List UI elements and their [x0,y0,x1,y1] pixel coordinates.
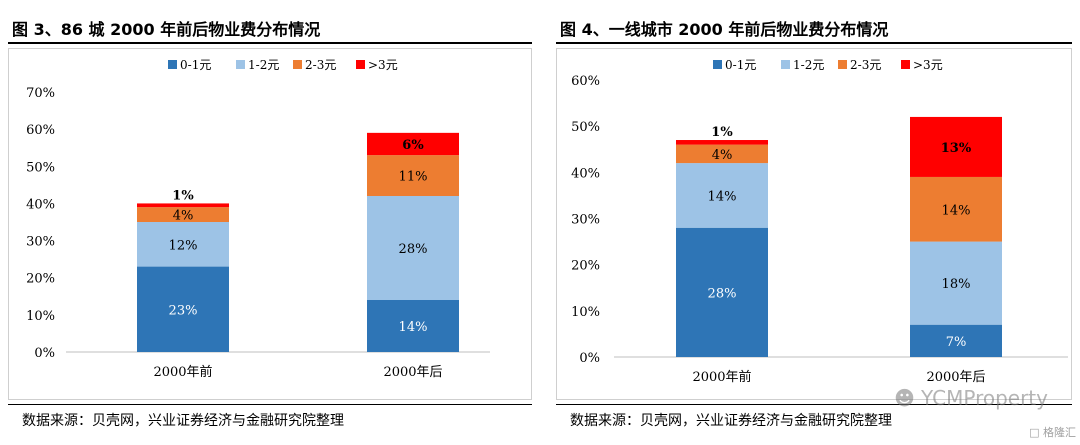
figure-panel-3: 图 3、86 城 2000 年前后物业费分布情况 0-1元 1-2元 2-3元 >3元… [8,20,532,429]
legend-label: >3元 [913,58,943,72]
legend-swatch [781,60,790,69]
stacked-bar-chart-tier1-cities: 0-1元 1-2元 2-3元 >3元 0% 10% 20% 30% 40% 50% 60% 28% 14… [571,58,1068,385]
figure-title: 图 4、一线城市 2000 年前后物业费分布情况 [560,20,889,39]
bar-segment [367,196,459,300]
bar-segment [910,241,1002,325]
y-tick-label: 10% [571,305,600,320]
chart-frame [556,48,1072,400]
title-divider [8,42,532,44]
x-category-label: 2000年前 [153,364,212,380]
source-note: 数据来源：贝壳网，兴业证券经济与金融研究院整理 [22,413,344,429]
x-category-label: 2000年后 [926,370,985,385]
data-label: 18% [942,277,971,292]
data-label: 11% [399,170,428,185]
bar-segment [367,132,459,156]
data-label: 13% [941,141,972,156]
legend-label: 1-2元 [248,58,279,72]
corner-logo-text: 格隆汇 [1043,426,1076,439]
y-tick-label: 20% [571,259,600,274]
y-tick-label: 10% [26,309,55,324]
data-label: 14% [708,189,737,204]
bar-segment [367,155,459,196]
legend-label: 0-1元 [180,58,211,72]
stacked-bar-chart-86-cities: 0-1元 1-2元 2-3元 >3元 0% 10% 20% 30% 40% 50% 60% 70% 23… [26,58,490,380]
bar-segment [910,176,1002,242]
figure-panel-4: 图 4、一线城市 2000 年前后物业费分布情况 0-1元 1-2元 2-3元 >3元… [548,0,1080,445]
legend-swatch [236,60,245,69]
source-divider [556,404,1072,405]
chart-frame [8,48,532,400]
y-tick-label: 30% [571,213,600,228]
x-category-label: 2000年前 [692,369,751,385]
y-tick-label: 50% [571,120,600,135]
bar-segment [910,116,1002,177]
watermark: ☻ YCMProperty [894,386,1048,410]
data-label: 6% [402,138,424,153]
bar-segment [137,222,229,267]
data-label: 4% [712,148,733,163]
legend-swatch [293,60,302,69]
figure-title: 图 3、86 城 2000 年前后物业费分布情况 [12,20,321,39]
y-tick-label: 40% [571,166,600,181]
y-tick-label: 30% [26,235,55,250]
y-tick-label: 70% [26,86,55,101]
bar-segment [137,207,229,222]
corner-logo: □ 格隆汇 [1029,426,1076,439]
bar-segment [676,163,768,228]
watermark-text: YCMProperty [921,386,1048,410]
wechat-icon: ☻ [894,386,916,410]
legend-swatch [356,60,365,69]
legend-label: 2-3元 [305,58,336,72]
data-label: 23% [169,303,198,318]
data-label: 14% [399,320,428,335]
y-tick-label: 60% [26,123,55,138]
y-tick-label: 40% [26,197,55,212]
bar-segment [676,144,768,164]
legend-swatch [168,60,177,69]
source-divider [8,404,532,405]
legend-swatch [901,60,910,69]
legend-label: 2-3元 [850,58,881,72]
bar-segment [676,140,768,145]
bar-segment [137,203,229,208]
bar-segment [367,300,459,352]
bar-segment [676,227,768,357]
legend-label: >3元 [368,58,398,72]
data-label: 28% [399,242,428,257]
legend-swatch [838,60,847,69]
bar-segment [137,266,229,352]
legend-label: 0-1元 [725,58,756,72]
data-label: 1% [172,188,194,203]
data-label: 4% [173,209,194,224]
source-note: 数据来源：贝壳网，兴业证券经济与金融研究院整理 [570,413,892,429]
data-label: 28% [708,286,737,301]
x-category-label: 2000年后 [383,365,442,380]
y-tick-label: 20% [26,272,55,287]
y-tick-label: 0% [34,346,55,361]
legend-label: 1-2元 [793,58,824,72]
data-label: 1% [711,125,733,140]
data-label: 12% [169,238,198,253]
title-divider [556,42,1072,44]
bar-segment [910,324,1002,357]
y-tick-label: 60% [571,74,600,89]
data-label: 7% [946,335,967,350]
data-label: 14% [942,203,971,218]
y-tick-label: 0% [579,351,600,366]
y-tick-label: 50% [26,160,55,175]
legend-swatch [713,60,722,69]
